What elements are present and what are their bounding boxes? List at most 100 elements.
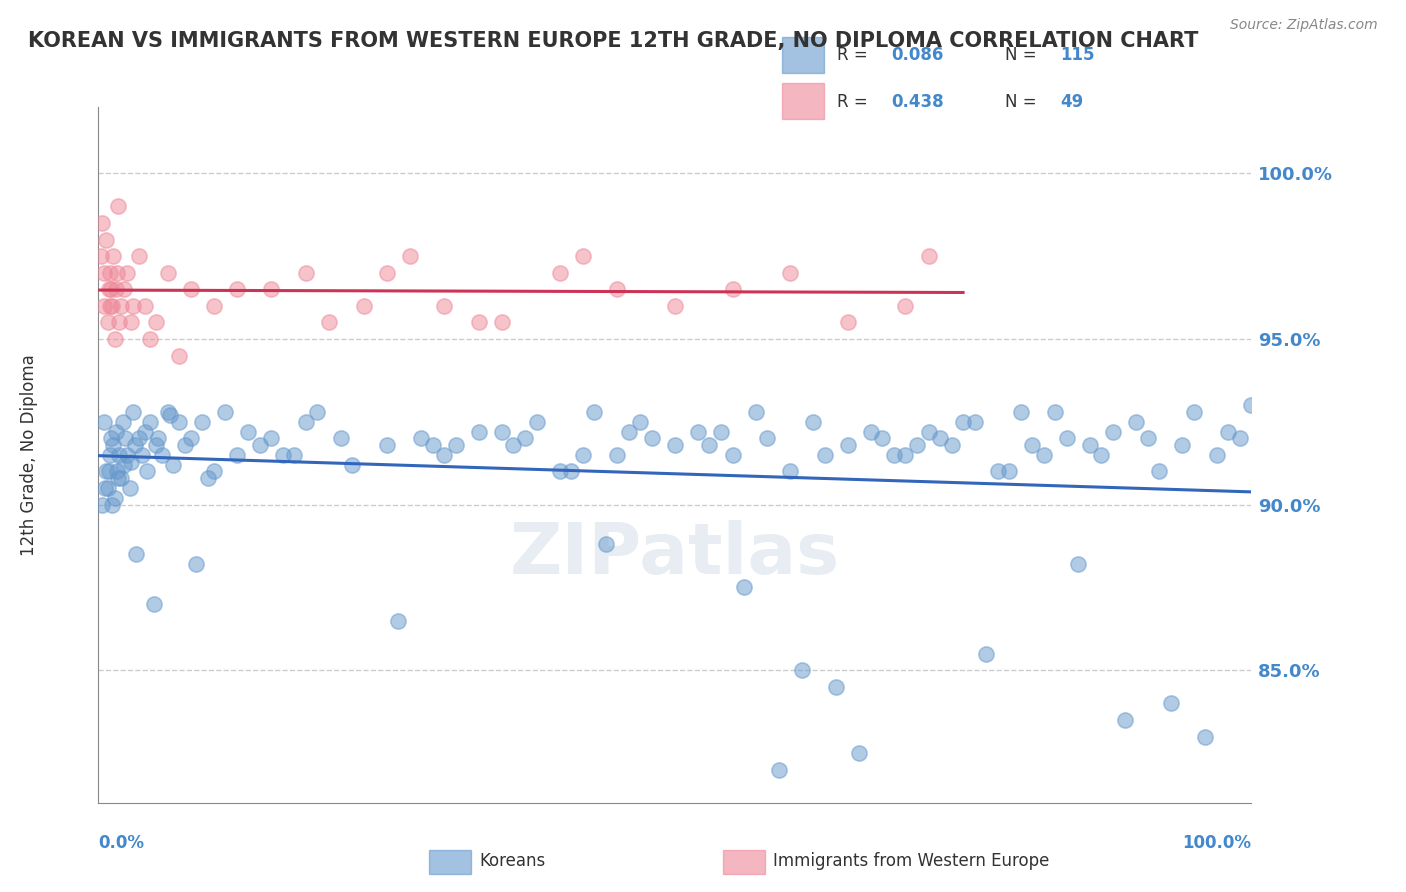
Point [162, 458, 184, 472]
Text: 12th Grade, No Diploma: 12th Grade, No Diploma [20, 354, 38, 556]
Point [502, 438, 524, 452]
Point [134, 299, 156, 313]
Point [318, 315, 340, 329]
Point [768, 763, 790, 777]
Point [548, 465, 571, 479]
Point [617, 425, 640, 439]
Point [260, 282, 283, 296]
Point [1078, 438, 1101, 452]
Point [94, 481, 117, 495]
Point [202, 299, 225, 313]
Point [104, 282, 127, 296]
Point [1010, 405, 1032, 419]
Text: 115: 115 [1060, 46, 1095, 64]
Point [105, 465, 128, 479]
Point [142, 597, 165, 611]
Point [167, 349, 190, 363]
Point [97, 465, 120, 479]
Point [375, 266, 398, 280]
Point [872, 431, 894, 445]
Point [583, 405, 606, 419]
Point [398, 249, 420, 263]
Point [1182, 405, 1205, 419]
Point [120, 454, 142, 468]
Point [790, 663, 813, 677]
Point [100, 431, 122, 445]
Point [122, 405, 145, 419]
Point [139, 415, 162, 429]
Point [664, 438, 686, 452]
Point [721, 448, 744, 462]
Point [387, 614, 409, 628]
Point [111, 415, 134, 429]
Point [848, 746, 870, 760]
Point [929, 431, 952, 445]
Point [128, 249, 150, 263]
Point [131, 448, 153, 462]
Point [93, 266, 115, 280]
Point [225, 282, 247, 296]
Point [124, 438, 146, 452]
Point [837, 315, 859, 329]
Point [110, 299, 132, 313]
Point [103, 332, 125, 346]
Point [174, 438, 197, 452]
Point [721, 282, 744, 296]
Text: 49: 49 [1060, 93, 1084, 111]
Point [468, 315, 491, 329]
Point [103, 249, 125, 263]
Point [571, 249, 593, 263]
Point [468, 425, 491, 439]
Point [628, 415, 651, 429]
Text: Source: ZipAtlas.com: Source: ZipAtlas.com [1230, 18, 1378, 32]
Point [93, 415, 115, 429]
Point [744, 405, 766, 419]
Point [271, 448, 294, 462]
Point [859, 425, 882, 439]
Point [1160, 697, 1182, 711]
Point [1229, 431, 1251, 445]
Point [117, 266, 139, 280]
Point [125, 547, 148, 561]
Point [779, 266, 801, 280]
Text: 100.0%: 100.0% [1182, 834, 1251, 852]
Point [987, 465, 1010, 479]
Point [422, 438, 444, 452]
Point [145, 438, 167, 452]
Point [686, 425, 709, 439]
Text: R =: R = [837, 93, 873, 111]
Point [128, 431, 150, 445]
Point [894, 299, 917, 313]
Point [664, 299, 686, 313]
Point [340, 458, 363, 472]
Point [917, 425, 939, 439]
Point [93, 299, 115, 313]
Point [98, 448, 121, 462]
Point [1171, 438, 1194, 452]
Point [97, 315, 120, 329]
Text: Immigrants from Western Europe: Immigrants from Western Europe [773, 852, 1049, 870]
Text: KOREAN VS IMMIGRANTS FROM WESTERN EUROPE 12TH GRADE, NO DIPLOMA CORRELATION CHAR: KOREAN VS IMMIGRANTS FROM WESTERN EUROPE… [28, 31, 1198, 51]
Point [998, 465, 1021, 479]
Point [710, 425, 733, 439]
Point [98, 266, 121, 280]
Point [1045, 405, 1067, 419]
Bar [723, 849, 765, 874]
Point [963, 415, 986, 429]
Point [491, 425, 513, 439]
Point [214, 405, 236, 419]
Text: N =: N = [1005, 93, 1042, 111]
Point [1090, 448, 1112, 462]
Point [825, 680, 848, 694]
Point [353, 299, 375, 313]
Point [112, 282, 135, 296]
Point [883, 448, 905, 462]
Point [295, 266, 318, 280]
Point [641, 431, 664, 445]
Point [90, 498, 112, 512]
Text: 0.086: 0.086 [891, 46, 943, 64]
Point [103, 491, 125, 505]
Point [917, 249, 939, 263]
Point [225, 448, 247, 462]
Text: ZIPatlas: ZIPatlas [510, 520, 839, 589]
